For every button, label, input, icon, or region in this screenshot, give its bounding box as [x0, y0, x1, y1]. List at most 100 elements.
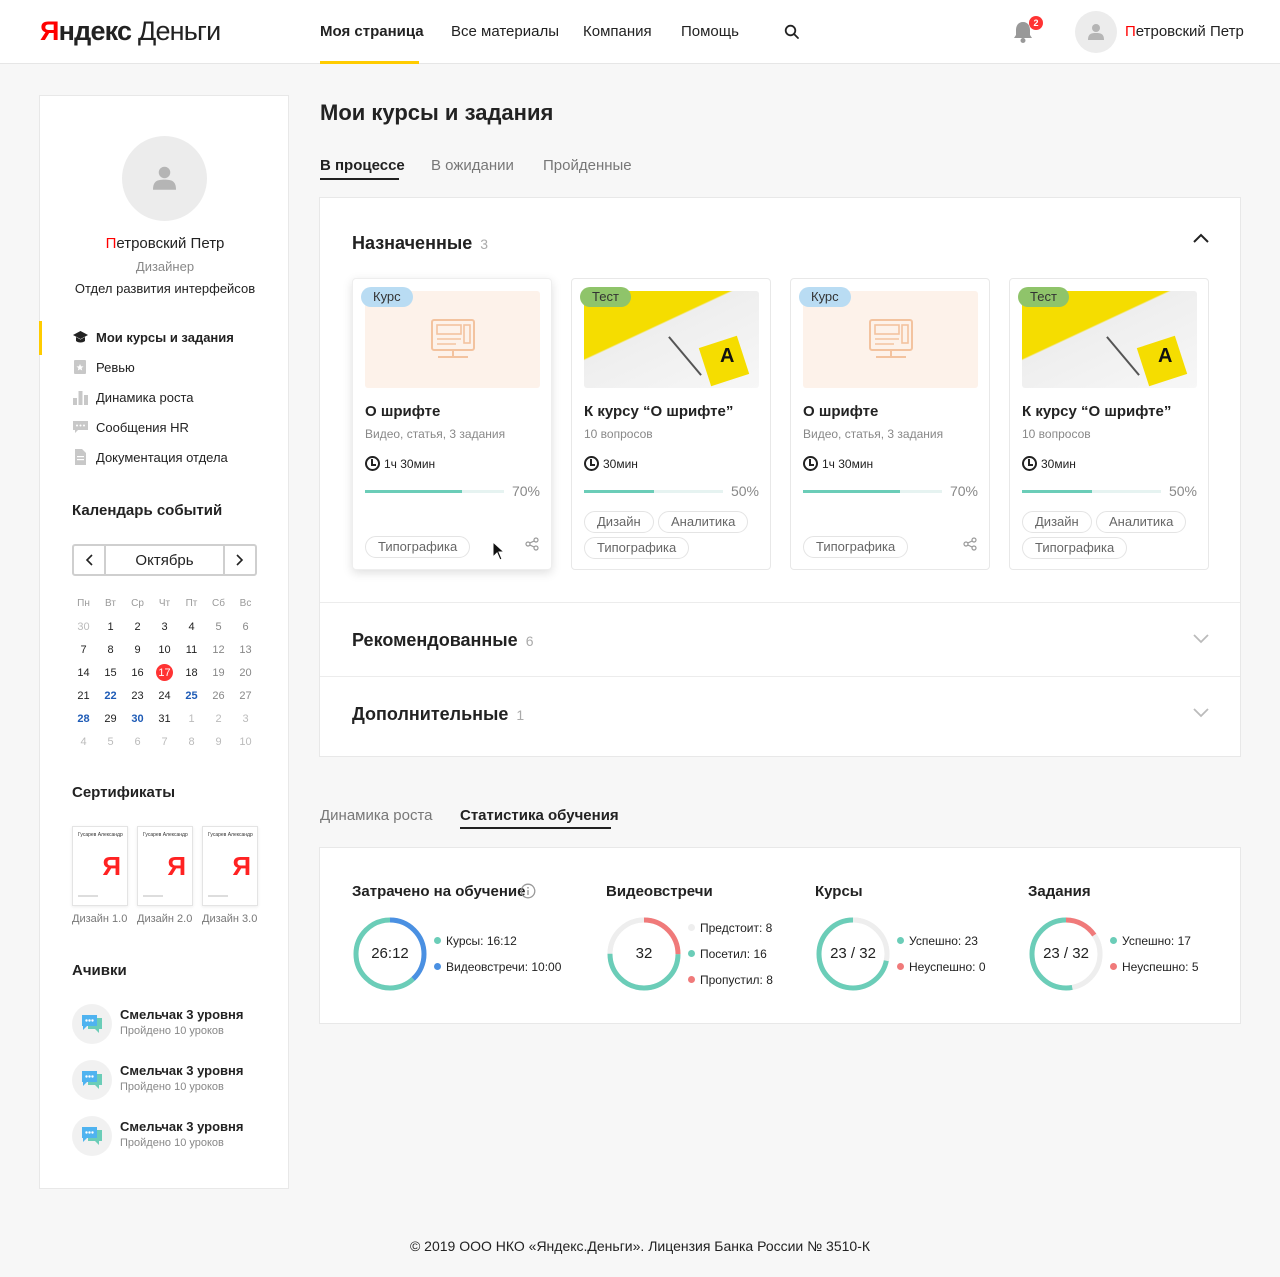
progress-fill	[365, 490, 463, 493]
tab-growth[interactable]: Динамика роста	[320, 807, 433, 824]
calendar-day[interactable]: 1	[107, 621, 114, 633]
calendar-day[interactable]: 11	[185, 644, 198, 656]
calendar-day[interactable]: 22	[104, 690, 117, 702]
achievement-item[interactable]: Смельчак 3 уровня Пройдено 10 уроков	[72, 1004, 272, 1048]
calendar-day[interactable]: 14	[77, 667, 90, 679]
calendar-day[interactable]: 20	[239, 667, 252, 679]
section-recommended[interactable]: Рекомендованные 6	[352, 630, 533, 651]
calendar-day[interactable]: 3	[242, 713, 249, 725]
calendar-prev-button[interactable]	[74, 546, 106, 574]
calendar-day[interactable]: 13	[239, 644, 252, 656]
calendar-day[interactable]: 4	[80, 736, 87, 748]
nav-company[interactable]: Компания	[583, 23, 652, 40]
course-card[interactable]: Курс О шрифте Видео, статья, 3 задания 1…	[790, 278, 990, 570]
tag-chip[interactable]: Типографика	[1022, 537, 1128, 559]
calendar-day[interactable]: 7	[161, 736, 168, 748]
menu-label: Динамика роста	[96, 390, 194, 405]
chevron-down-icon[interactable]	[1193, 634, 1209, 644]
achievement-item[interactable]: Смельчак 3 уровня Пройдено 10 уроков	[72, 1060, 272, 1104]
calendar-day[interactable]: 16	[131, 667, 144, 679]
chevron-up-icon[interactable]	[1193, 233, 1209, 243]
calendar-day[interactable]: 18	[185, 667, 198, 679]
calendar-day[interactable]: 7	[80, 644, 87, 656]
calendar-day[interactable]: 9	[134, 644, 141, 656]
card-title[interactable]: О шрифте	[365, 403, 441, 420]
card-title[interactable]: О шрифте	[803, 403, 879, 420]
section-assigned[interactable]: Назначенные 3	[352, 233, 488, 254]
stat-donut-chart	[1029, 917, 1103, 991]
course-card[interactable]: A Тест К курсу “О шрифте” 10 вопросов 30…	[1009, 278, 1209, 570]
calendar-day[interactable]: 30	[131, 713, 144, 725]
calendar-day[interactable]: 17	[151, 664, 178, 681]
calendar-day[interactable]: 1	[188, 713, 195, 725]
calendar-day[interactable]: 6	[134, 736, 141, 748]
logo[interactable]: Яндекс Деньги	[40, 16, 221, 47]
card-type-badge: Курс	[799, 287, 851, 307]
calendar-day[interactable]: 19	[212, 667, 225, 679]
nav-help[interactable]: Помощь	[681, 23, 739, 40]
legend-dot	[1110, 937, 1117, 944]
avatar[interactable]	[1075, 11, 1117, 53]
calendar-week: 30 1 2 3 4 5 6	[70, 619, 259, 642]
tag-chip[interactable]: Аналитика	[1096, 511, 1187, 533]
share-icon[interactable]	[963, 537, 977, 551]
tab-learning-stats[interactable]: Статистика обучения	[460, 807, 619, 824]
calendar-day[interactable]: 6	[242, 621, 249, 633]
calendar-day[interactable]: 4	[188, 621, 195, 633]
share-icon[interactable]	[525, 537, 539, 551]
search-icon[interactable]	[784, 24, 800, 40]
certificate-thumbnail[interactable]: Гусарев Александр Я	[137, 826, 193, 906]
course-card[interactable]: Курс О шрифте Видео, статья, 3 задания 1…	[352, 278, 552, 570]
calendar-day[interactable]: 10	[239, 736, 252, 748]
progress-bar	[1022, 490, 1161, 493]
calendar-day[interactable]: 21	[77, 690, 90, 702]
tab-in-progress[interactable]: В процессе	[320, 157, 405, 174]
mouse-cursor-icon	[492, 541, 506, 561]
nav-my-page[interactable]: Моя страница	[320, 23, 424, 40]
nav-all-materials[interactable]: Все материалы	[451, 23, 559, 40]
tag-chip[interactable]: Аналитика	[658, 511, 749, 533]
tag-chip[interactable]: Типографика	[584, 537, 690, 559]
stat-title: Задания	[1028, 883, 1091, 900]
tag-chip[interactable]: Дизайн	[1022, 511, 1092, 533]
bell-icon[interactable]	[1012, 20, 1034, 44]
certificate-thumbnail[interactable]: Гусарев Александр Я	[202, 826, 258, 906]
certificate-thumbnail[interactable]: Гусарев Александр Я	[72, 826, 128, 906]
achievement-subtitle: Пройдено 10 уроков	[120, 1137, 224, 1149]
achievement-item[interactable]: Смельчак 3 уровня Пройдено 10 уроков	[72, 1116, 272, 1160]
tab-completed[interactable]: Пройденные	[543, 157, 632, 174]
calendar-day[interactable]: 31	[158, 713, 171, 725]
calendar-day[interactable]: 24	[158, 690, 171, 702]
card-title[interactable]: К курсу “О шрифте”	[584, 403, 734, 420]
info-icon[interactable]	[520, 883, 536, 899]
calendar-day[interactable]: 27	[239, 690, 252, 702]
calendar-day[interactable]: 29	[104, 713, 117, 725]
calendar-day[interactable]: 2	[134, 621, 141, 633]
course-card[interactable]: A Тест К курсу “О шрифте” 10 вопросов 30…	[571, 278, 771, 570]
tag-chip[interactable]: Дизайн	[584, 511, 654, 533]
tag-chip[interactable]: Типографика	[803, 536, 909, 558]
calendar-day[interactable]: 23	[131, 690, 144, 702]
calendar-day[interactable]: 10	[158, 644, 171, 656]
calendar-day[interactable]: 2	[215, 713, 222, 725]
calendar-day[interactable]: 26	[212, 690, 225, 702]
chevron-down-icon[interactable]	[1193, 708, 1209, 718]
calendar-day[interactable]: 8	[188, 736, 195, 748]
section-additional[interactable]: Дополнительные 1	[352, 704, 524, 725]
calendar-day[interactable]: 30	[77, 621, 90, 633]
card-title[interactable]: К курсу “О шрифте”	[1022, 403, 1172, 420]
calendar-day[interactable]: 12	[212, 644, 225, 656]
calendar-day[interactable]: 5	[215, 621, 222, 633]
legend-dot	[897, 963, 904, 970]
calendar-next-button[interactable]	[223, 546, 255, 574]
calendar-day[interactable]: 15	[104, 667, 117, 679]
tab-pending[interactable]: В ожидании	[431, 157, 514, 174]
calendar-day[interactable]: 5	[107, 736, 114, 748]
calendar-day[interactable]: 9	[215, 736, 222, 748]
calendar-day[interactable]: 3	[161, 621, 168, 633]
header-user-name[interactable]: Петровский Петр	[1125, 23, 1244, 40]
calendar-day[interactable]: 8	[107, 644, 114, 656]
calendar-day[interactable]: 28	[77, 713, 90, 725]
calendar-day[interactable]: 25	[185, 690, 198, 702]
tag-chip[interactable]: Типографика	[365, 536, 471, 558]
